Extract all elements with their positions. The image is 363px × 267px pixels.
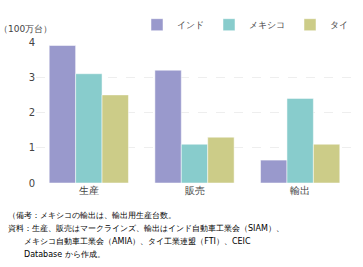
svg-text:0: 0 — [29, 178, 35, 189]
svg-text:Database から作成。: Database から作成。 — [8, 250, 105, 259]
svg-text:2: 2 — [29, 107, 35, 118]
svg-text:販売: 販売 — [185, 185, 205, 196]
svg-text:資料：生産、販売はマークラインズ、輸出はインド自動車工業会（: 資料：生産、販売はマークラインズ、輸出はインド自動車工業会（SIAM）、 — [8, 224, 284, 233]
svg-text:タイ: タイ — [330, 20, 348, 30]
svg-text:（100万台）: （100万台） — [0, 24, 52, 34]
svg-text:輸出: 輸出 — [290, 185, 310, 196]
svg-text:1: 1 — [29, 142, 35, 153]
svg-text:3: 3 — [29, 72, 35, 83]
svg-text:インド: インド — [177, 20, 204, 30]
svg-text:（備考：メキシコの輸出は、輸出用生産台数。: （備考：メキシコの輸出は、輸出用生産台数。 — [8, 211, 176, 220]
svg-text:生産: 生産 — [79, 185, 99, 196]
svg-text:メキシコ自動車工業会（AMIA）、タイ工業連盟（FTI）、C: メキシコ自動車工業会（AMIA）、タイ工業連盟（FTI）、CEIC — [8, 237, 251, 246]
svg-text:メキシコ: メキシコ — [249, 20, 285, 30]
svg-text:4: 4 — [29, 37, 35, 48]
